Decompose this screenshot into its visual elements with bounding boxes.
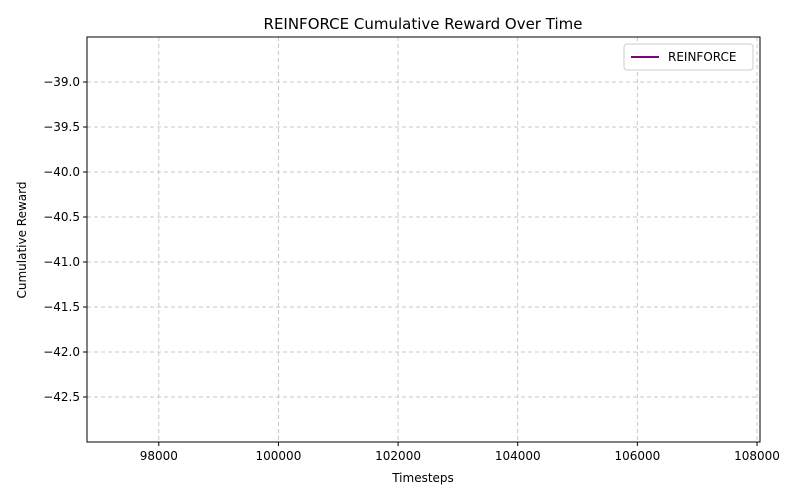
plot-area — [87, 37, 760, 442]
legend: REINFORCE — [623, 43, 754, 71]
legend-box — [623, 43, 754, 71]
y-tick-label: −39.0 — [43, 75, 80, 89]
grid-lines — [87, 37, 760, 442]
x-tick-label: 104000 — [495, 449, 541, 463]
legend-label-reinforce: REINFORCE — [668, 50, 736, 64]
y-tick-label: −40.0 — [43, 165, 80, 179]
x-axis-ticks: 98000 100000 102000 104000 106000 108000 — [140, 442, 780, 463]
y-tick-label: −39.5 — [43, 120, 80, 134]
y-tick-label: −42.5 — [43, 390, 80, 404]
y-axis-ticks: −39.0 −39.5 −40.0 −40.5 −41.0 −41.5 −42.0 −42.5 — [43, 75, 87, 404]
x-tick-label: 106000 — [614, 449, 660, 463]
chart-title: REINFORCE Cumulative Reward Over Time — [264, 15, 583, 33]
y-tick-label: −42.0 — [43, 345, 80, 359]
x-tick-label: 100000 — [256, 449, 302, 463]
y-axis-label: Cumulative Reward — [15, 182, 29, 299]
plot-frame — [86, 36, 761, 443]
x-tick-label: 102000 — [375, 449, 421, 463]
y-tick-label: −41.0 — [43, 255, 80, 269]
x-tick-label: 98000 — [140, 449, 178, 463]
x-axis-label: Timesteps — [391, 471, 454, 485]
y-tick-label: −41.5 — [43, 300, 80, 314]
x-tick-label: 108000 — [734, 449, 780, 463]
y-tick-label: −40.5 — [43, 210, 80, 224]
